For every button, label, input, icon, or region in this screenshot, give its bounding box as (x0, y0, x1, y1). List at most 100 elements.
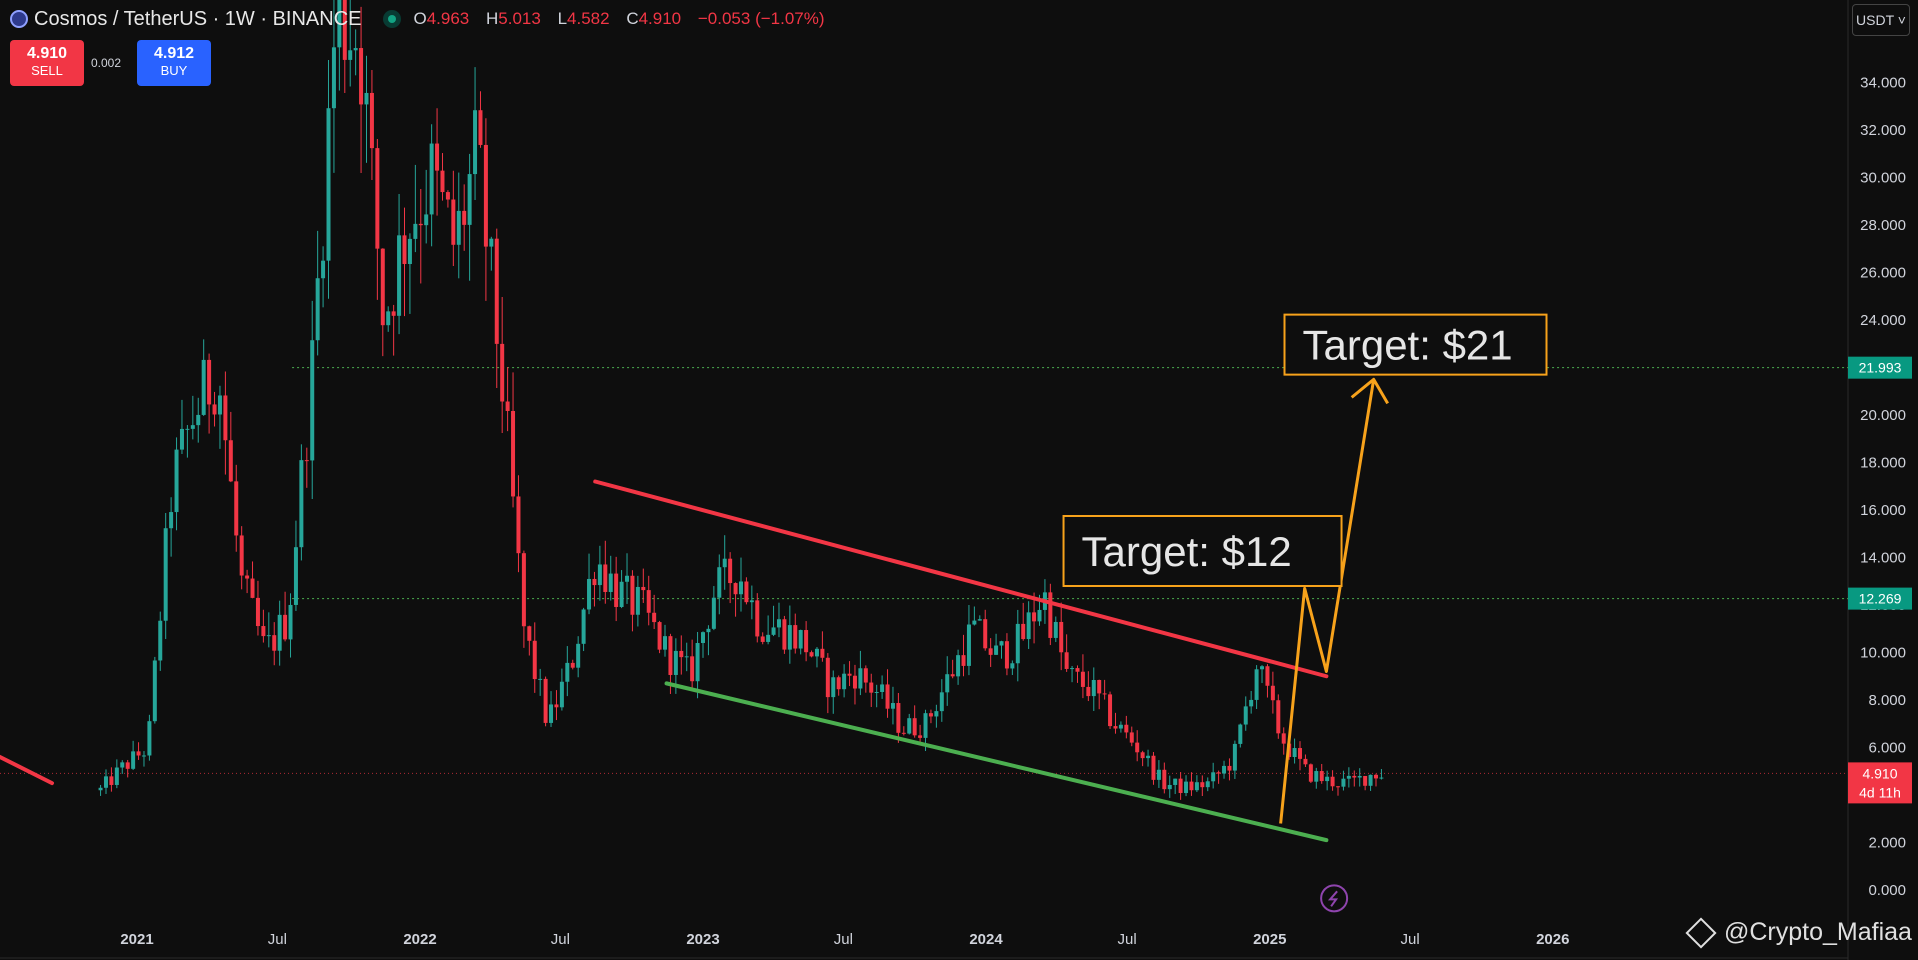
candle (972, 606, 977, 626)
candle (310, 300, 315, 499)
candle (272, 622, 277, 666)
candle (1010, 660, 1015, 675)
candle (1167, 775, 1172, 798)
candle (418, 188, 423, 284)
resistance-trendline (593, 479, 1329, 679)
candle (559, 668, 564, 711)
candle (261, 609, 266, 643)
candle (1178, 772, 1183, 800)
candle (1075, 665, 1080, 683)
candle (630, 570, 635, 632)
candle (1254, 665, 1259, 709)
candle (217, 385, 222, 449)
candle (684, 642, 689, 672)
x-tick-label: Jul (1401, 931, 1420, 948)
candle (250, 561, 255, 599)
candle (1319, 763, 1324, 784)
candle (223, 371, 228, 475)
candle (738, 557, 743, 612)
candle (342, 0, 347, 93)
candle (1151, 752, 1156, 785)
candle (478, 91, 483, 148)
candle (1205, 777, 1210, 792)
candle (1140, 750, 1145, 767)
candle (1124, 715, 1129, 739)
candle (847, 661, 852, 687)
candle (266, 612, 271, 648)
candle (869, 673, 874, 707)
candle (293, 520, 298, 611)
candle (950, 659, 955, 679)
candle (1330, 770, 1335, 791)
x-tick-label: 2022 (403, 931, 436, 948)
candle (212, 391, 217, 427)
y-tick-label: 20.000 (1860, 407, 1906, 424)
y-tick-label: 28.000 (1860, 217, 1906, 234)
candle (234, 464, 239, 552)
candle (907, 713, 912, 735)
candle (364, 55, 369, 163)
candle (885, 669, 890, 718)
candle (695, 631, 700, 699)
candle (521, 550, 526, 648)
market-status-icon[interactable] (383, 10, 402, 28)
y-tick-label: 14.000 (1860, 550, 1906, 567)
candle (576, 636, 581, 678)
target-annotation-text: Target: $12 (1082, 528, 1292, 575)
candle (239, 526, 244, 590)
candle (570, 659, 575, 670)
candle (473, 67, 478, 200)
candle (1156, 760, 1161, 788)
candle (1194, 775, 1199, 793)
watermark: @Crypto_Mafiaa (1685, 916, 1912, 949)
current-price-text: 4.910 (1862, 765, 1897, 781)
candle (1216, 770, 1221, 784)
candle (1249, 690, 1254, 714)
candle (717, 554, 722, 615)
candle (733, 582, 738, 617)
symbol-title[interactable]: Cosmos / TetherUS · 1W · BINANCE (34, 7, 362, 30)
candle (608, 555, 613, 601)
candle (1336, 786, 1341, 796)
candle (722, 535, 727, 590)
candle (1373, 773, 1378, 787)
target-annotation-text: Target: $21 (1303, 322, 1513, 369)
open-value: 4.963 (426, 9, 470, 28)
candle (147, 714, 152, 761)
candle (277, 600, 282, 666)
buy-button[interactable]: 4.912 BUY (137, 40, 211, 86)
candle (109, 767, 114, 792)
candle (549, 691, 554, 727)
y-tick-label: 2.000 (1868, 835, 1906, 852)
candle (494, 228, 499, 389)
candle (619, 570, 624, 609)
candle (1064, 634, 1069, 672)
candle (299, 444, 304, 561)
candle (966, 604, 971, 676)
candle (516, 475, 521, 573)
ohlc-readout: O4.963 H5.013 L4.582 C4.910 −0.053 (−1.0… (413, 9, 836, 29)
sell-button[interactable]: 4.910 SELL (10, 40, 84, 86)
candle (1379, 769, 1384, 780)
candle (326, 59, 331, 299)
candle (1021, 602, 1026, 641)
candle (201, 339, 206, 416)
candle (657, 620, 662, 654)
candle (1281, 727, 1286, 755)
currency-select[interactable]: USDT ˅ (1852, 4, 1910, 36)
y-tick-label: 30.000 (1860, 170, 1906, 187)
candle (901, 726, 906, 736)
y-tick-label: 6.000 (1868, 740, 1906, 757)
candle (245, 569, 250, 594)
candle (820, 631, 825, 662)
candle (1108, 691, 1113, 729)
candle (359, 6, 364, 173)
candle (158, 611, 163, 671)
low-value: 4.582 (567, 9, 610, 28)
candle (1102, 679, 1107, 700)
candle (1341, 770, 1346, 791)
candle (1026, 601, 1031, 649)
candle (744, 577, 749, 605)
price-level-tag (1848, 356, 1912, 379)
